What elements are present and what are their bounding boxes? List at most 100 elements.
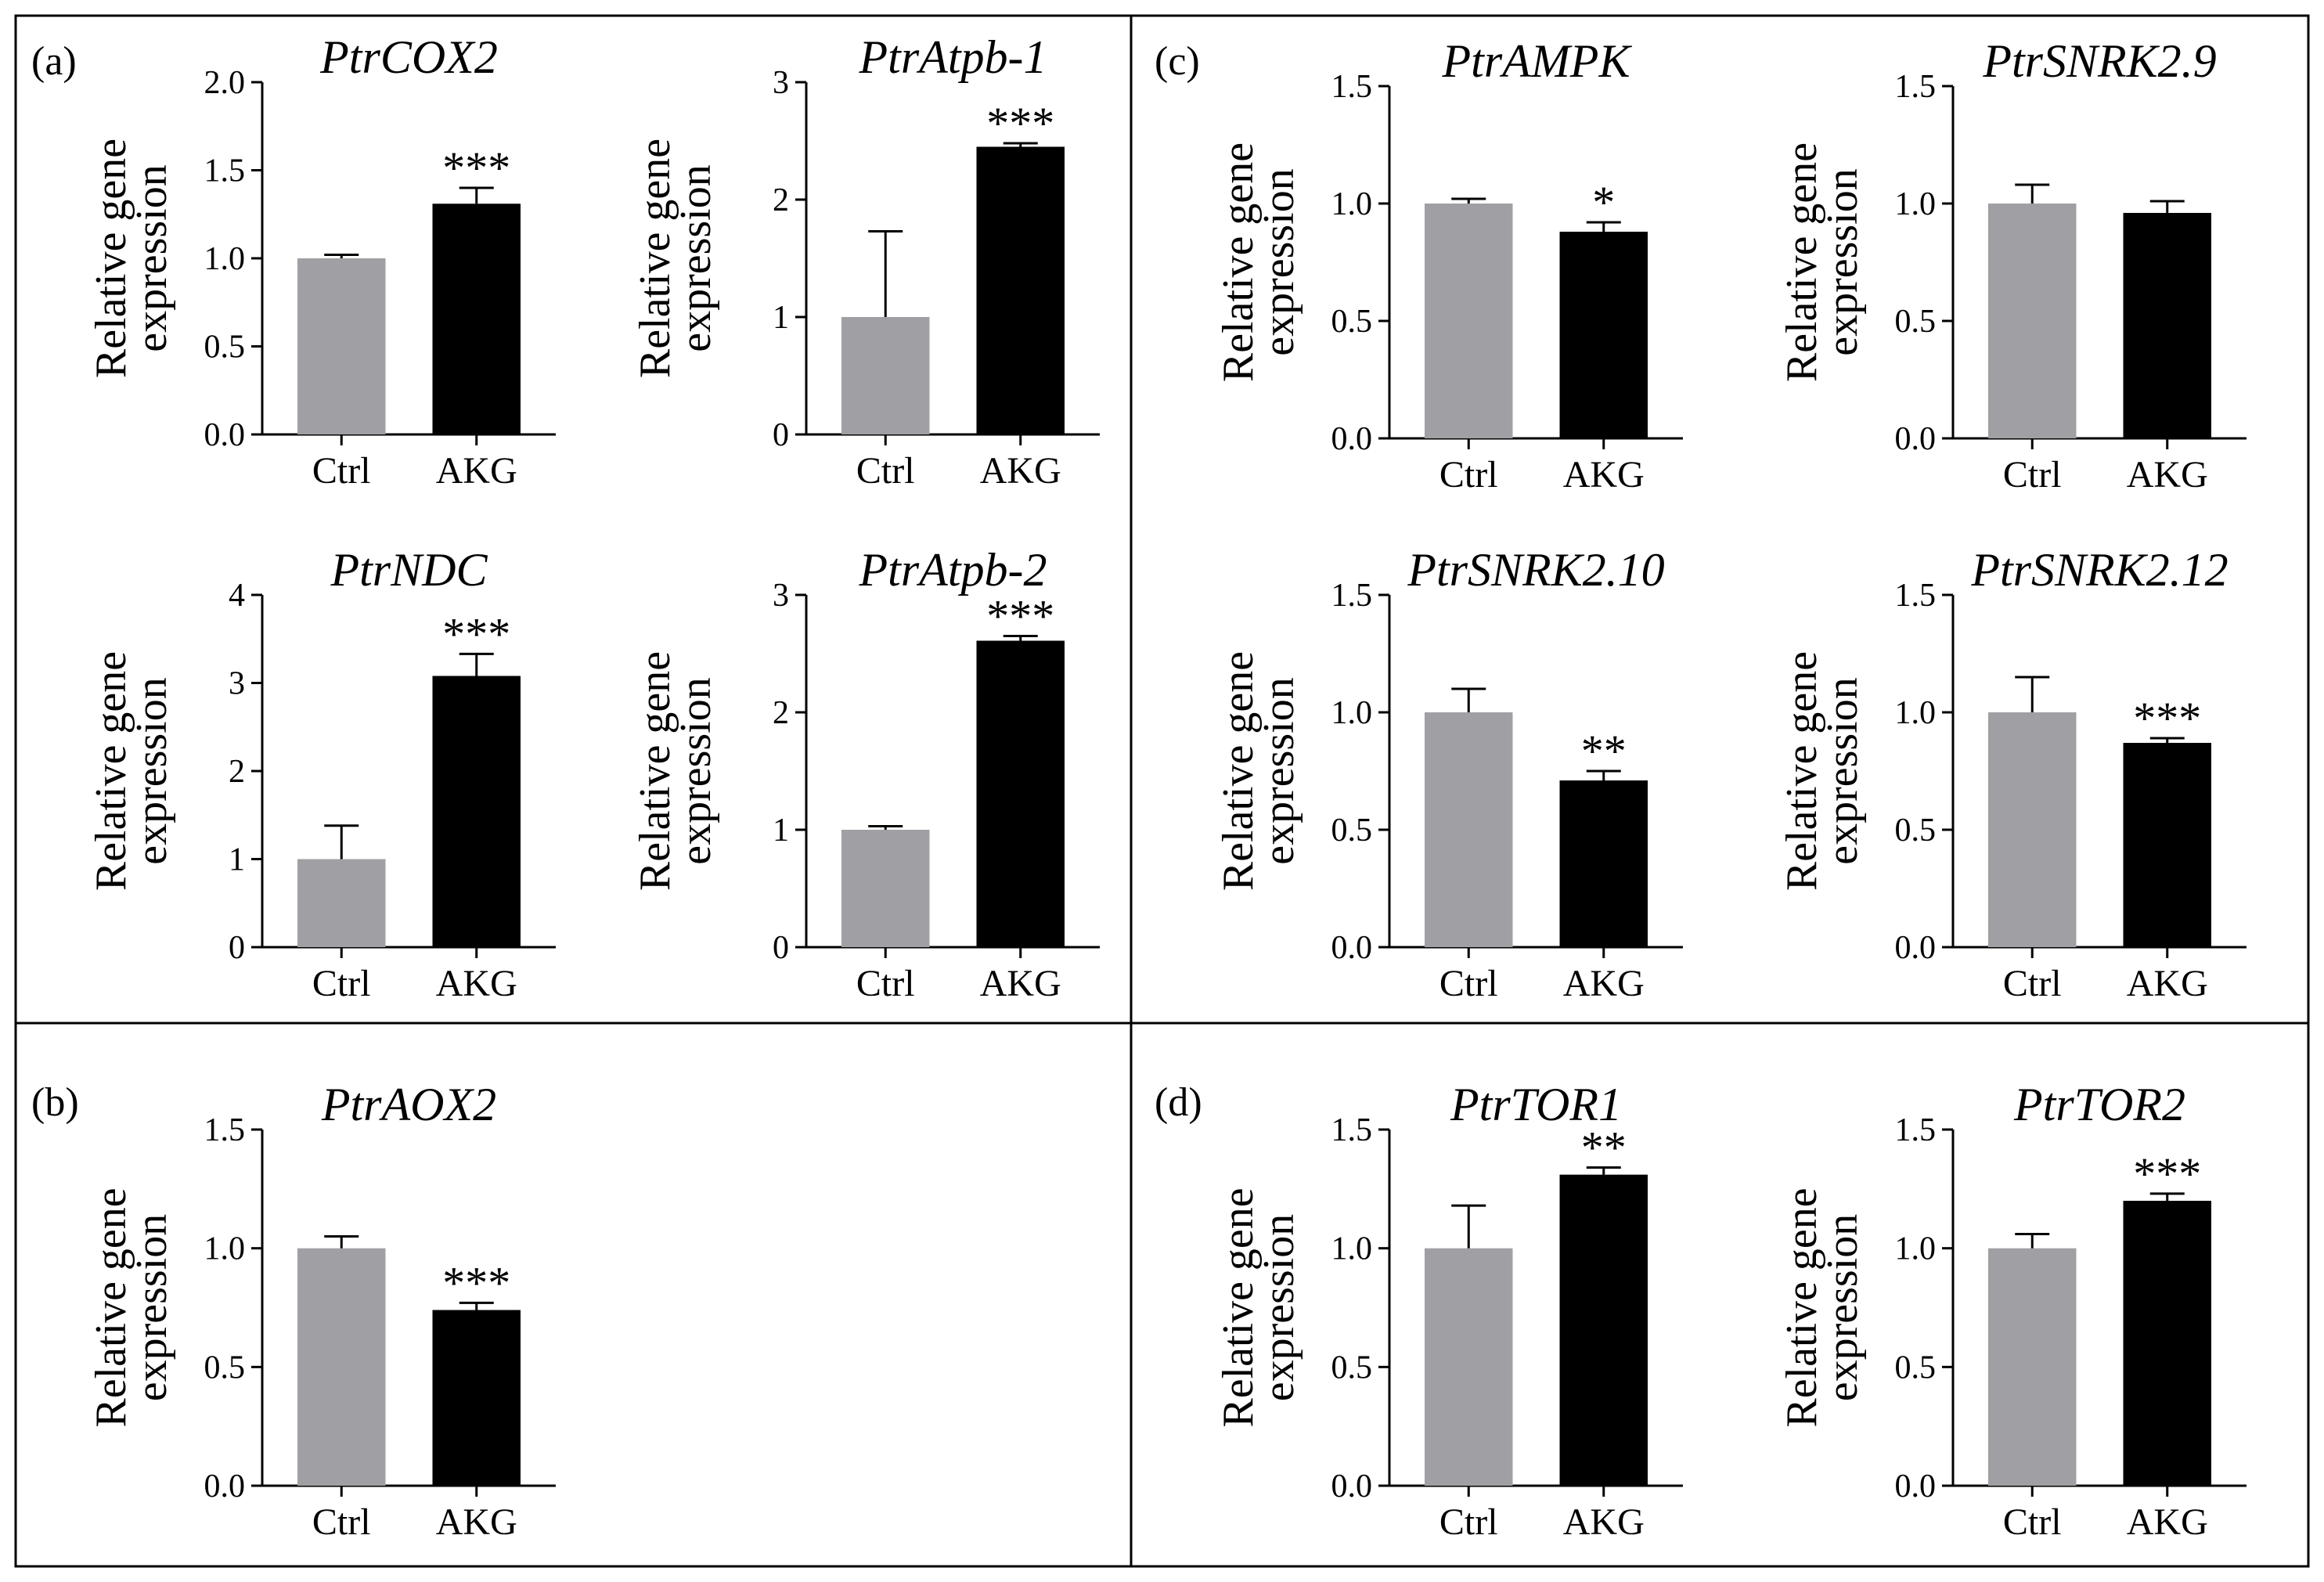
panel-label-c: (c) — [1155, 39, 1200, 84]
significance-marker: *** — [442, 142, 510, 193]
bar-ctrl — [297, 1249, 386, 1486]
x-category-label: AKG — [2127, 963, 2208, 1004]
y-tick-label: 1.0 — [1331, 186, 1373, 222]
y-tick-label: 1.0 — [1895, 186, 1937, 222]
y-axis-title-line2: expression — [1255, 1214, 1303, 1402]
y-tick-label: 1.5 — [204, 1112, 246, 1148]
y-axis-title-line2: expression — [1818, 1214, 1867, 1402]
panel-label-a: (a) — [31, 39, 77, 84]
y-tick-label: 0.5 — [204, 1350, 246, 1386]
y-axis-title-line2: expression — [1818, 677, 1867, 865]
significance-marker: ** — [1581, 1123, 1627, 1173]
x-category-label: Ctrl — [856, 450, 915, 492]
x-category-label: AKG — [1563, 454, 1645, 496]
y-tick-label: 0.5 — [1331, 304, 1373, 340]
figure-canvas: (a) (b) (c) (d) PtrCOX20.00.51.01.52.0Re… — [0, 0, 2324, 1582]
y-tick-label: 0.0 — [1331, 930, 1373, 966]
y-tick-label: 0.0 — [1331, 421, 1373, 457]
chart-title: PtrSNRK2.10 — [1407, 544, 1664, 596]
y-tick-label: 0.5 — [1895, 304, 1937, 340]
y-tick-label: 1.5 — [1331, 578, 1373, 614]
chart-title: PtrAMPK — [1442, 35, 1633, 87]
y-axis-title-line2: expression — [128, 1214, 176, 1402]
chart-title: PtrSNRK2.9 — [1982, 35, 2216, 87]
y-tick-label: 1.5 — [1331, 69, 1373, 105]
x-category-label: Ctrl — [1439, 1501, 1498, 1543]
bar-ctrl — [1988, 712, 2077, 947]
chart-title: PtrTOR2 — [2013, 1079, 2185, 1130]
y-tick-label: 1.0 — [204, 241, 246, 277]
chart-title: PtrCOX2 — [319, 31, 498, 83]
x-category-label: Ctrl — [1439, 963, 1498, 1004]
y-tick-label: 0.5 — [1331, 813, 1373, 849]
y-tick-label: 1.0 — [1895, 1231, 1937, 1267]
bar-akg — [433, 676, 521, 948]
significance-marker: * — [1592, 177, 1615, 228]
panel-label-d: (d) — [1155, 1080, 1202, 1125]
bar-ctrl — [841, 317, 930, 434]
significance-marker: *** — [986, 591, 1054, 642]
x-category-label: AKG — [436, 963, 517, 1004]
y-axis-title-line2: expression — [672, 164, 720, 352]
chart-title: PtrAtpb-2 — [859, 544, 1047, 596]
y-tick-label: 1 — [773, 813, 789, 849]
y-tick-label: 0 — [773, 417, 789, 453]
y-tick-label: 1.5 — [204, 153, 246, 189]
y-tick-label: 0.5 — [1895, 1350, 1937, 1386]
chart-title: PtrAOX2 — [321, 1079, 496, 1130]
y-tick-label: 1.5 — [1895, 69, 1937, 105]
y-tick-label: 1.5 — [1331, 1112, 1373, 1148]
y-axis-title-line2: expression — [1818, 168, 1867, 356]
significance-marker: *** — [2133, 1148, 2201, 1199]
x-category-label: AKG — [2127, 1501, 2208, 1543]
x-category-label: Ctrl — [2003, 963, 2062, 1004]
y-tick-label: 0 — [229, 930, 245, 966]
y-tick-label: 1.5 — [1895, 578, 1937, 614]
bar-ctrl — [1425, 712, 1513, 947]
x-category-label: Ctrl — [856, 963, 915, 1004]
bar-ctrl — [841, 830, 930, 947]
chart-ptrsnrk2-12: PtrSNRK2.12 0.0 0.5 1.0 1.5 Relative geneexpr… — [1778, 544, 2247, 1004]
chart-title: PtrNDC — [330, 544, 488, 596]
chart-title: PtrSNRK2.12 — [1970, 544, 2228, 596]
y-tick-label: 3 — [773, 65, 789, 101]
bar-akg — [2124, 1201, 2212, 1486]
y-tick-label: 1.0 — [1895, 695, 1937, 731]
x-category-label: Ctrl — [2003, 454, 2062, 496]
bar-ctrl — [1425, 204, 1513, 438]
y-tick-label: 1 — [229, 842, 245, 878]
y-tick-label: 0.5 — [204, 330, 246, 366]
chart-ptrampk: PtrAMPK 0.0 0.5 1.0 1.5 Relative geneexpressi… — [1214, 35, 1683, 496]
bar-ctrl — [1988, 204, 2077, 438]
y-tick-label: 1 — [773, 300, 789, 336]
y-tick-label: 2 — [773, 695, 789, 731]
y-tick-label: 2 — [773, 182, 789, 218]
y-axis-title-line2: expression — [1255, 168, 1303, 356]
bar-akg — [2124, 743, 2212, 947]
y-axis-title-line2: expression — [128, 677, 176, 865]
x-category-label: Ctrl — [312, 450, 371, 492]
x-category-label: AKG — [436, 1501, 517, 1543]
chart-ptrtor1: PtrTOR1 0.0 0.5 1.0 1.5 Relative geneexpressi… — [1214, 1079, 1683, 1543]
chart-ptrtor2: PtrTOR2 0.0 0.5 1.0 1.5 Relative geneexpressi… — [1778, 1079, 2247, 1543]
bar-akg — [2124, 213, 2212, 438]
y-tick-label: 0.0 — [1895, 1468, 1937, 1505]
significance-marker: *** — [442, 1257, 510, 1308]
bar-ctrl — [297, 258, 386, 434]
x-category-label: AKG — [2127, 454, 2208, 496]
x-category-label: AKG — [980, 963, 1061, 1004]
bar-akg — [1560, 232, 1648, 438]
x-category-label: AKG — [1563, 963, 1645, 1004]
y-tick-label: 3 — [229, 666, 245, 702]
y-tick-label: 3 — [773, 578, 789, 614]
y-tick-label: 4 — [229, 578, 245, 614]
y-tick-label: 1.0 — [1331, 1231, 1373, 1267]
y-tick-label: 2 — [229, 754, 245, 790]
y-tick-label: 0.0 — [204, 1468, 246, 1505]
y-tick-label: 1.0 — [204, 1231, 246, 1267]
y-tick-label: 0.5 — [1895, 813, 1937, 849]
y-tick-label: 0.0 — [204, 417, 246, 453]
chart-ptrsnrk2-9: PtrSNRK2.9 0.0 0.5 1.0 1.5 Relative geneexpre… — [1778, 35, 2247, 496]
